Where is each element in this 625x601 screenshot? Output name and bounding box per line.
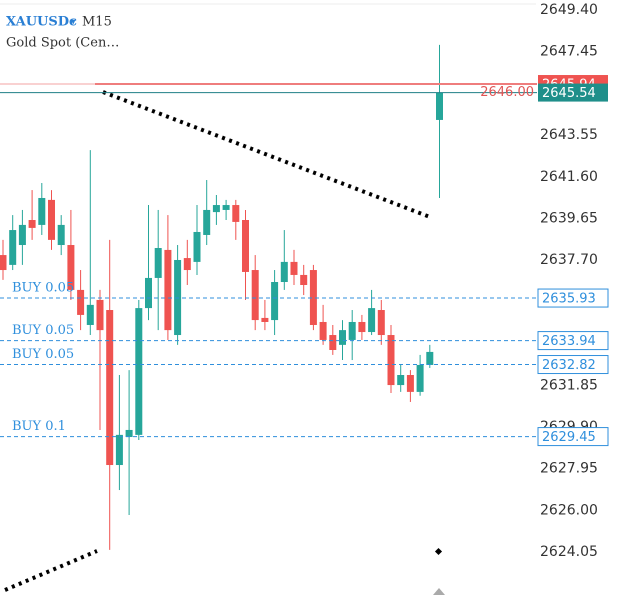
y-tick-label: 2643.55 bbox=[540, 127, 598, 143]
candle-body bbox=[436, 92, 443, 120]
candle-body bbox=[358, 321, 366, 333]
y-tick-label: 2649.40 bbox=[540, 2, 598, 18]
candle-body bbox=[290, 261, 298, 275]
y-tick-label: 2641.60 bbox=[540, 169, 598, 185]
order-price-box bbox=[537, 427, 609, 447]
timeframe: M15 bbox=[82, 15, 112, 30]
candle-body bbox=[300, 274, 308, 285]
candle-body bbox=[203, 209, 211, 235]
trend-dots bbox=[4, 549, 98, 592]
candle-body bbox=[426, 351, 434, 365]
indicator-arrow bbox=[433, 588, 445, 595]
order-label: BUY 0.05 bbox=[12, 323, 74, 338]
candle-body bbox=[416, 364, 424, 392]
y-tick-label: 2631.85 bbox=[540, 377, 598, 393]
candle-body bbox=[0, 255, 7, 271]
candle-body bbox=[145, 277, 152, 309]
candle-body bbox=[48, 199, 55, 240]
trend-dots bbox=[102, 90, 431, 219]
order-price: 2635.93 bbox=[542, 292, 596, 307]
candle-body bbox=[38, 197, 46, 225]
order-price-box bbox=[537, 331, 609, 351]
candle-body bbox=[222, 205, 230, 210]
candle-body bbox=[368, 308, 376, 333]
candle-body bbox=[251, 270, 259, 321]
candle-body bbox=[9, 230, 17, 265]
candle-body bbox=[86, 304, 94, 325]
y-tick-label: 2627.95 bbox=[540, 461, 598, 477]
candle-body bbox=[57, 224, 65, 246]
candle-body bbox=[261, 317, 269, 322]
candle-body bbox=[280, 261, 288, 283]
candle-body bbox=[377, 310, 385, 336]
plot bbox=[0, 44, 443, 550]
order-price: 2629.45 bbox=[542, 430, 596, 445]
candle-body bbox=[242, 220, 249, 272]
order-price-box bbox=[537, 355, 609, 375]
candle-body bbox=[387, 335, 395, 386]
indicator-dot bbox=[434, 547, 443, 556]
order-price-box bbox=[537, 288, 609, 308]
candle-body bbox=[309, 270, 317, 325]
y-tick-label: 2639.65 bbox=[540, 211, 598, 227]
candle-body bbox=[18, 224, 26, 246]
candle-body bbox=[28, 220, 36, 228]
order-price: 2633.94 bbox=[542, 334, 596, 349]
candle-body bbox=[164, 249, 172, 331]
order-label: BUY 0.05 bbox=[12, 281, 74, 296]
bid-price: 2645.54 bbox=[542, 86, 596, 101]
candle-body bbox=[348, 321, 356, 340]
description: Gold Spot (Cen… bbox=[6, 36, 119, 51]
candle-body bbox=[406, 375, 414, 392]
candle-body bbox=[96, 299, 104, 331]
dropdown[interactable]: ▾ bbox=[71, 18, 76, 28]
candle-body bbox=[183, 258, 191, 271]
candle-body bbox=[154, 248, 162, 278]
candle-body bbox=[339, 330, 346, 345]
candle-body bbox=[271, 282, 279, 321]
order-label: BUY 0.05 bbox=[12, 347, 74, 362]
candle-body bbox=[232, 205, 240, 222]
candle-body bbox=[106, 310, 114, 466]
candle-body bbox=[135, 308, 143, 435]
y-tick-label: 2624.05 bbox=[540, 544, 598, 560]
order-price: 2632.82 bbox=[542, 358, 596, 373]
symbol: XAUUSDc bbox=[6, 15, 77, 30]
candle-body bbox=[67, 245, 75, 290]
candle-body bbox=[174, 259, 182, 336]
bid-box bbox=[538, 83, 608, 102]
candle-body bbox=[125, 429, 133, 438]
y-tick-label: 2647.45 bbox=[540, 44, 598, 60]
candle-body bbox=[319, 321, 327, 340]
y-tick-label: 2626.00 bbox=[540, 502, 598, 518]
candle-body bbox=[193, 231, 201, 262]
candle-body bbox=[212, 205, 220, 213]
candle-body bbox=[397, 375, 405, 386]
order-label: BUY 0.1 bbox=[12, 419, 66, 434]
y-tick-label: 2637.70 bbox=[540, 252, 598, 268]
alert-label: 2646.00 bbox=[480, 85, 534, 100]
candle-body bbox=[329, 335, 337, 350]
candle-body bbox=[77, 289, 85, 315]
candle-body bbox=[115, 434, 123, 466]
